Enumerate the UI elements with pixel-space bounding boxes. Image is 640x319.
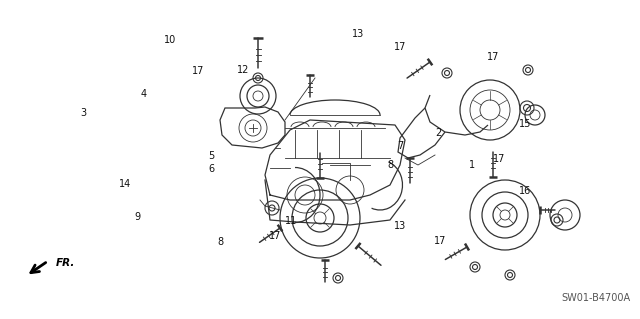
- Text: 3: 3: [80, 108, 86, 118]
- Text: 7: 7: [397, 141, 403, 151]
- Text: 4: 4: [141, 89, 147, 99]
- Text: FR.: FR.: [56, 258, 76, 268]
- Text: 12: 12: [237, 64, 250, 75]
- Text: 14: 14: [118, 179, 131, 189]
- Text: 11: 11: [285, 216, 298, 226]
- Text: 5: 5: [208, 151, 214, 161]
- Text: 17: 17: [434, 236, 447, 246]
- Text: 1: 1: [469, 160, 476, 170]
- Text: 10: 10: [163, 35, 176, 45]
- Text: 16: 16: [518, 186, 531, 197]
- Text: 13: 13: [352, 29, 365, 40]
- Text: 13: 13: [394, 221, 406, 231]
- Text: 9: 9: [134, 212, 141, 222]
- Text: 17: 17: [493, 154, 506, 164]
- Text: 17: 17: [394, 42, 406, 52]
- Text: 2: 2: [435, 128, 442, 138]
- Text: 17: 17: [192, 66, 205, 76]
- Text: 8: 8: [387, 160, 394, 170]
- Text: 17: 17: [486, 52, 499, 62]
- Text: 8: 8: [218, 237, 224, 247]
- Text: SW01-B4700A: SW01-B4700A: [561, 293, 630, 303]
- Text: 17: 17: [269, 231, 282, 241]
- Text: 6: 6: [208, 164, 214, 174]
- Text: 15: 15: [518, 119, 531, 129]
